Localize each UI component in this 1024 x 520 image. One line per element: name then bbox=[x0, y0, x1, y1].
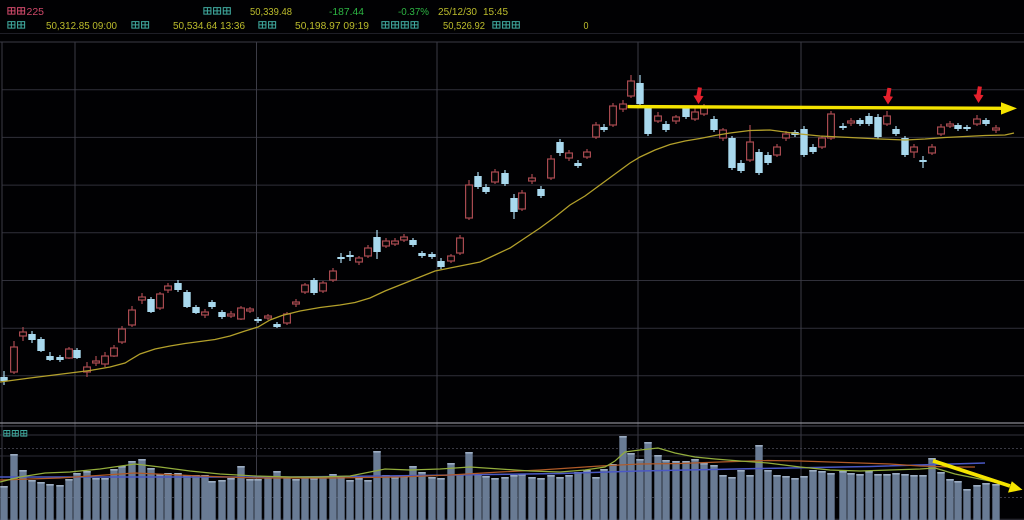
svg-text:15:45: 15:45 bbox=[483, 7, 508, 18]
svg-text:225: 225 bbox=[27, 7, 45, 18]
svg-text:25/12/30: 25/12/30 bbox=[438, 7, 477, 18]
svg-text:50,312.85 09:00: 50,312.85 09:00 bbox=[46, 21, 117, 32]
svg-text:50,526.92: 50,526.92 bbox=[443, 21, 485, 32]
svg-text:-0.37%: -0.37% bbox=[398, 7, 429, 18]
svg-text:50,198.97 09:19: 50,198.97 09:19 bbox=[295, 21, 369, 32]
svg-text:0: 0 bbox=[584, 21, 589, 32]
svg-text:50,339.48: 50,339.48 bbox=[250, 7, 292, 18]
svg-text:-187.44: -187.44 bbox=[329, 7, 364, 18]
svg-text:50,534.64 13:36: 50,534.64 13:36 bbox=[173, 21, 245, 32]
